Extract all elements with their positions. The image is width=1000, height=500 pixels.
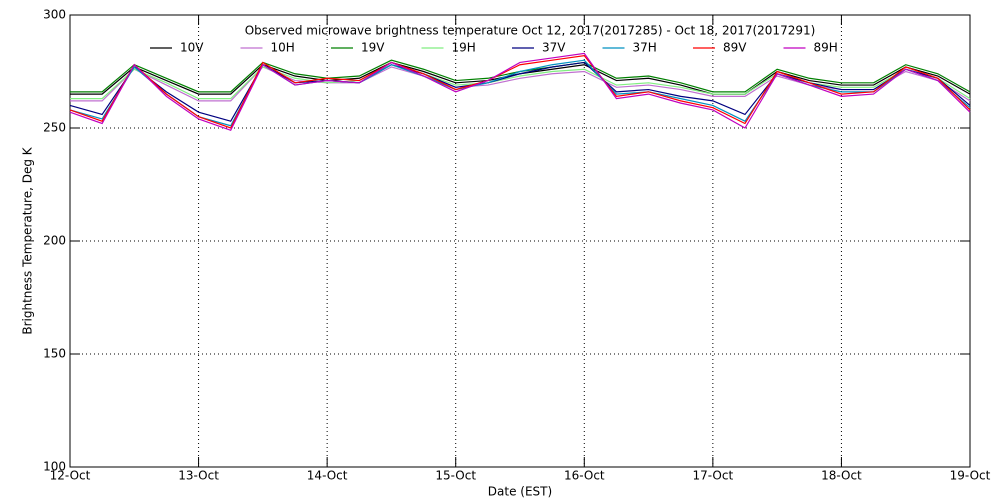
x-tick-label: 13-Oct (178, 469, 219, 483)
legend-label: 10V (180, 41, 204, 55)
x-tick-label: 19-Oct (950, 469, 991, 483)
legend-label: 37V (542, 41, 566, 55)
x-tick-label: 17-Oct (693, 469, 734, 483)
data-line (69, 61, 971, 122)
legend-label: 89H (814, 41, 838, 55)
y-tick-label: 250 (43, 121, 66, 135)
x-tick-label: 12-Oct (50, 469, 91, 483)
x-tick-label: 14-Oct (307, 469, 348, 483)
x-tick-label: 18-Oct (821, 469, 862, 483)
data-line (69, 52, 971, 132)
legend-label: 19V (361, 41, 385, 55)
y-tick-label: 150 (43, 347, 66, 361)
legend-label: 10H (271, 41, 295, 55)
data-line (70, 64, 971, 100)
legend-label: 19H (452, 41, 476, 55)
x-axis-label: Date (EST) (488, 485, 552, 499)
legend-label: 37H (633, 41, 657, 55)
x-tick-label: 16-Oct (564, 469, 605, 483)
y-tick-label: 300 (43, 8, 66, 22)
legend-label: 89V (723, 41, 747, 55)
y-tick-label: 100 (43, 460, 66, 474)
chart-title: Observed microwave brightness temperatur… (245, 24, 816, 38)
x-tick-label: 15-Oct (435, 469, 476, 483)
data-line (69, 59, 971, 127)
data-line (69, 55, 971, 129)
y-axis-label: Brightness Temperature, Deg K (21, 146, 35, 334)
y-tick-label: 200 (43, 234, 66, 248)
